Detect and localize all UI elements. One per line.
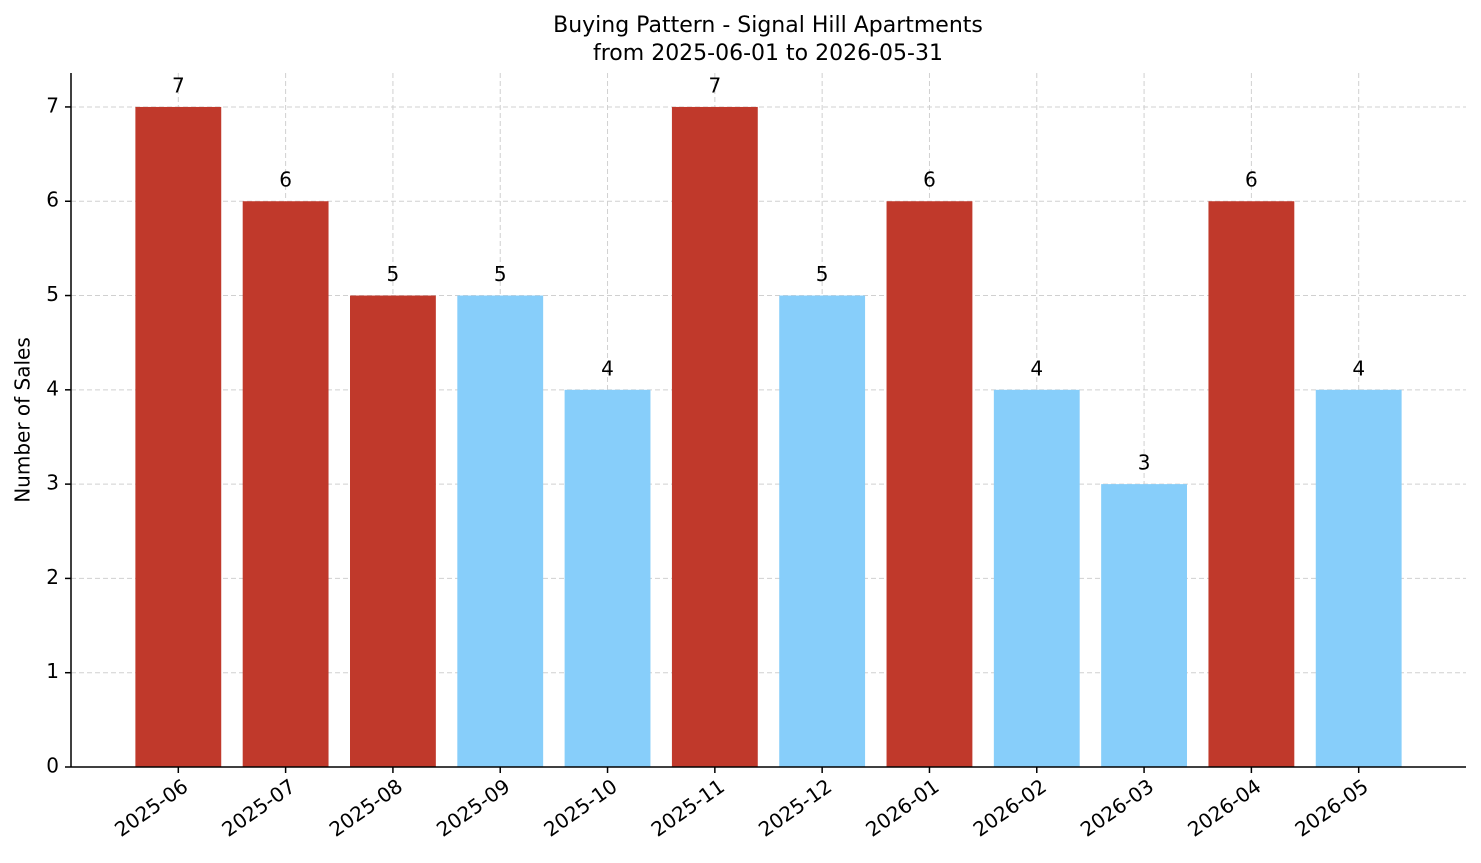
x-tick-label: 2025-07 xyxy=(217,774,299,842)
value-label: 6 xyxy=(1245,168,1258,192)
bar xyxy=(1101,484,1187,767)
x-tick-label: 2026-05 xyxy=(1290,774,1372,842)
value-label: 3 xyxy=(1138,451,1151,475)
x-tick-label: 2025-06 xyxy=(110,774,192,842)
chart-title: Buying Pattern - Signal Hill Apartments xyxy=(553,13,983,38)
bar xyxy=(242,201,329,767)
value-label: 4 xyxy=(601,356,614,380)
x-tick-label: 2026-03 xyxy=(1076,774,1158,842)
y-tick-label: 7 xyxy=(46,93,59,117)
bar xyxy=(1315,389,1402,767)
y-tick-label: 6 xyxy=(46,188,59,212)
x-tick-label: 2026-01 xyxy=(861,774,943,842)
bar xyxy=(886,201,973,767)
value-label: 4 xyxy=(1352,356,1365,380)
value-label: 6 xyxy=(279,168,292,192)
value-label: 7 xyxy=(708,73,721,97)
x-tick-label: 2025-08 xyxy=(325,774,407,842)
value-label: 5 xyxy=(816,262,829,286)
bar xyxy=(350,295,436,767)
x-tick-label: 2025-09 xyxy=(432,774,514,842)
value-label: 5 xyxy=(387,262,400,286)
y-tick-label: 5 xyxy=(46,282,59,306)
x-tick-label: 2025-11 xyxy=(647,774,729,842)
y-axis-label: Number of Sales xyxy=(11,337,35,503)
bar xyxy=(993,389,1080,767)
chart-subtitle: from 2025-06-01 to 2026-05-31 xyxy=(593,41,943,66)
bar xyxy=(671,106,758,767)
y-tick-label: 1 xyxy=(46,659,59,683)
y-tick-label: 0 xyxy=(46,754,59,778)
x-tick-label: 2025-10 xyxy=(539,774,621,842)
value-label: 7 xyxy=(172,73,185,97)
y-tick-label: 3 xyxy=(46,471,59,495)
bar xyxy=(564,389,651,767)
y-tick-label: 2 xyxy=(46,565,59,589)
bar xyxy=(457,295,544,767)
value-label: 4 xyxy=(1030,356,1043,380)
bar xyxy=(1208,201,1295,767)
x-tick-label: 2026-04 xyxy=(1183,774,1265,842)
value-label: 6 xyxy=(923,168,936,192)
y-tick-label: 4 xyxy=(46,376,59,400)
value-label: 5 xyxy=(494,262,507,286)
bar xyxy=(779,295,866,767)
bar xyxy=(135,106,222,767)
x-tick-label: 2026-02 xyxy=(969,774,1051,842)
x-tick-label: 2025-12 xyxy=(754,774,836,842)
